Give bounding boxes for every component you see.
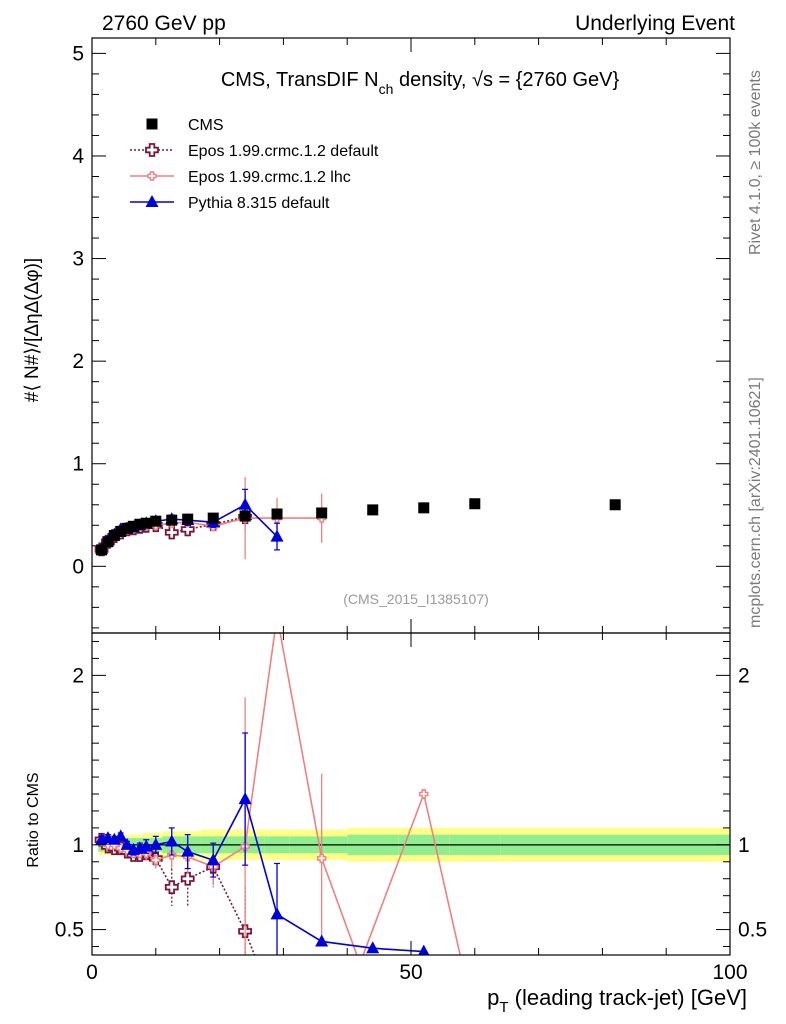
ratio-y-tick-label-left: 2: [72, 664, 84, 687]
ratio-point-epos_lhc: [419, 789, 429, 799]
ratio-panel: 0 50 100 0.5 0.5 1 1 2 2: [55, 632, 767, 984]
main-y-tick-label: 2: [72, 350, 84, 373]
legend-entry-epos_default: Epos 1.99.crmc.1.2 default: [130, 143, 379, 160]
sqrt-s-text: s: [483, 69, 493, 91]
cms-data-point: [134, 518, 146, 530]
ratio-y-tick-label-right: 2: [738, 664, 750, 687]
ratio-point-epos_lhc: [316, 853, 327, 864]
cms-data-point: [182, 513, 194, 525]
cms-data-point: [166, 514, 178, 526]
x-tick-label: 50: [399, 961, 422, 984]
cms-data-point: [271, 508, 283, 520]
x-tick-label: 0: [86, 961, 98, 984]
main-point-epos_default: [164, 525, 179, 540]
main-point-epos_default: [180, 522, 195, 537]
header-left: 2760 GeV pp: [102, 12, 226, 35]
ratio-point-epos_default: [164, 880, 179, 895]
ratio-frame: [91, 632, 731, 956]
ratio-series-pythia: [95, 732, 430, 955]
ratio-point-pythia: [139, 839, 153, 852]
ratio-y-tick-label-right: 0.5: [738, 919, 767, 942]
cms-data-point: [108, 530, 120, 542]
cms-data-point: [127, 520, 139, 532]
ratio-series-epos_lhc: [96, 633, 461, 955]
cms-data-point: [609, 499, 621, 511]
legend-marker-epos_lhc: [147, 171, 157, 181]
x-tick-label: 100: [712, 961, 747, 984]
cms-data-point: [150, 515, 162, 527]
main-y-tick-label: 4: [72, 145, 84, 168]
ratio-point-pythia: [107, 832, 121, 845]
main-title: CMS, TransDIF Nch density, √s = {2760 Ge…: [221, 69, 620, 97]
ratio-point-pythia: [315, 934, 329, 947]
legend-label-epos_lhc: Epos 1.99.crmc.1.2 lhc: [188, 169, 351, 186]
main-y-tick-label: 5: [72, 42, 84, 65]
sqrt-symbol: √: [472, 69, 483, 91]
main-point-pythia: [238, 497, 252, 510]
ratio-point-epos_default: [180, 871, 195, 886]
ratio-y-axis-label: Ratio to CMS: [25, 772, 42, 867]
legend-entry-cms: CMS: [146, 117, 224, 134]
analysis-reference: (CMS_2015_I1385107): [343, 591, 489, 607]
ratio-point-epos_lhc: [116, 843, 126, 853]
header-right: Underlying Event: [575, 12, 735, 35]
main-y-tick-label: 0: [72, 555, 84, 578]
legend-marker-cms: [146, 118, 158, 130]
ratio-point-pythia: [149, 837, 163, 850]
ratio-point-epos_lhc: [151, 855, 161, 865]
ratio-point-pythia: [181, 844, 195, 857]
cms-data-point: [121, 522, 133, 534]
ratio-point-pythia: [366, 941, 380, 954]
main-point-pythia: [270, 529, 284, 542]
ratio-point-pythia: [270, 907, 284, 920]
cms-data-point: [316, 507, 328, 519]
main-series-group: [94, 477, 621, 560]
ratio-series-group: [94, 633, 461, 955]
cms-data-point: [207, 512, 219, 524]
ratio-y-tick-label-right: 1: [738, 834, 750, 857]
main-y-tick-label: 1: [72, 453, 84, 476]
cms-data-point: [469, 498, 481, 510]
main-y-axis-label: #⟨ N#⟩/[ΔηΔ(Δφ)]: [22, 258, 43, 402]
ratio-y-tick-label-left: 0.5: [55, 919, 84, 942]
cms-data-point: [115, 525, 127, 537]
mcplots-label: mcplots.cern.ch [arXiv:2401.10621]: [747, 377, 764, 628]
cms-data-point: [418, 502, 430, 514]
legend-label-epos_default: Epos 1.99.crmc.1.2 default: [188, 143, 379, 160]
rivet-label: Rivet 4.1.0, ≥ 100k events: [747, 70, 764, 255]
x-axis-label: pT (leading track-jet) [GeV]: [487, 985, 747, 1016]
legend-entry-pythia: Pythia 8.315 default: [130, 195, 330, 212]
ratio-point-pythia: [206, 853, 220, 866]
ratio-line-pythia: [101, 796, 424, 953]
cms-data-point: [102, 536, 114, 548]
legend-marker-pythia: [145, 195, 159, 207]
cms-data-point: [367, 504, 379, 516]
ratio-point-pythia: [165, 834, 179, 847]
cms-data-point: [96, 544, 108, 556]
ratio-point-pythia: [114, 829, 128, 842]
main-y-tick-label: 3: [72, 248, 84, 271]
ratio-line-epos_lhc: [101, 633, 461, 955]
legend-label-cms: CMS: [188, 117, 224, 134]
ratio-point-pythia: [120, 837, 134, 850]
legend-entry-epos_lhc: Epos 1.99.crmc.1.2 lhc: [130, 169, 351, 186]
main-series-cms: [96, 498, 621, 556]
main-panel: 0 1 2 3 4 5: [72, 37, 731, 634]
ratio-y-tick-label-left: 1: [72, 834, 84, 857]
ratio-point-pythia: [238, 792, 252, 805]
cms-data-point: [239, 510, 251, 522]
legend: CMS Epos 1.99.crmc.1.2 default Epos 1.99.c…: [130, 117, 379, 212]
legend-label-pythia: Pythia 8.315 default: [188, 195, 330, 212]
cms-data-point: [140, 517, 152, 529]
legend-marker-epos_default: [145, 143, 159, 157]
ratio-point-pythia: [418, 944, 430, 955]
